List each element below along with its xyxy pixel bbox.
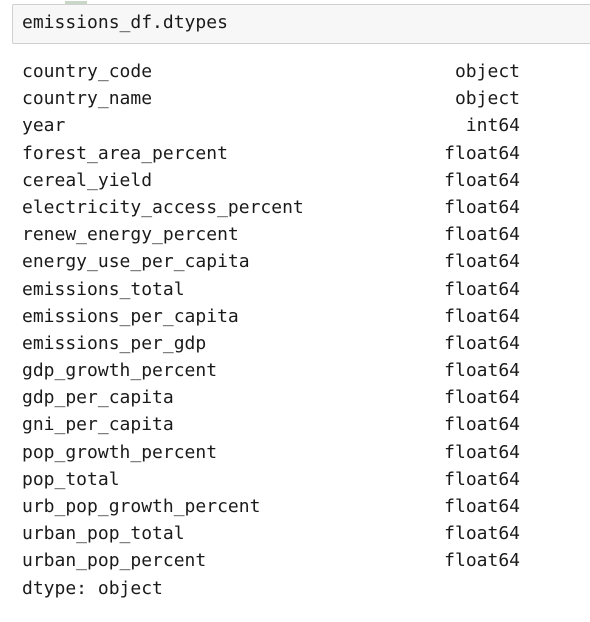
cell-output: country_code object country_name object ye… <box>22 58 522 602</box>
column-dtype: float64 <box>444 305 520 327</box>
column-dtype: float64 <box>444 523 520 545</box>
column-name: emissions_total <box>22 278 185 300</box>
column-name: renew_energy_percent <box>22 224 239 246</box>
column-name: country_name <box>22 88 153 110</box>
column-dtype: float64 <box>444 142 520 164</box>
column-name: country_code <box>22 61 153 82</box>
column-dtype: float64 <box>444 360 520 382</box>
column-name: urban_pop_total <box>22 523 185 545</box>
column-name: gni_per_capita <box>22 414 174 436</box>
column-dtype: object <box>454 61 520 82</box>
column-dtype: float64 <box>444 496 520 517</box>
column-name: emissions_per_capita <box>22 305 239 327</box>
column-name: energy_use_per_capita <box>22 251 250 273</box>
column-dtype: float64 <box>444 387 520 409</box>
dtype-row: emissions_per_capita float64 <box>22 303 522 330</box>
dtype-row: pop_growth_percent float64 <box>22 439 522 466</box>
column-name: cereal_yield <box>22 169 153 191</box>
dtype-list: country_code object country_name object ye… <box>22 58 522 575</box>
column-dtype: object <box>454 88 520 110</box>
dtype-footer: dtype: object <box>22 577 163 599</box>
cell-toolbar-marker <box>65 1 87 4</box>
column-name: pop_total <box>22 468 120 490</box>
column-name: year <box>22 115 66 137</box>
code-input-cell[interactable]: emissions_df.dtypes <box>12 1 590 44</box>
dtype-row: urban_pop_total float64 <box>22 520 522 547</box>
dtype-row: country_name object <box>22 85 522 112</box>
column-name: electricity_access_percent <box>22 196 304 218</box>
dtype-row: gdp_per_capita float64 <box>22 384 522 411</box>
column-dtype: float64 <box>444 278 520 300</box>
dtype-row: electricity_access_percent float64 <box>22 194 522 221</box>
column-dtype: float64 <box>444 468 520 490</box>
dtype-row: gni_per_capita float64 <box>22 411 522 438</box>
column-name: urban_pop_percent <box>22 550 207 572</box>
dtype-row: forest_area_percent float64 <box>22 140 522 167</box>
dtype-row: year int64 <box>22 112 522 139</box>
dtype-row: gdp_growth_percent float64 <box>22 357 522 384</box>
dtype-row: urban_pop_percent float64 <box>22 547 522 574</box>
column-name: gdp_growth_percent <box>22 360 218 382</box>
dtype-row: urb_pop_growth_percent float64 <box>22 493 522 520</box>
column-dtype: float64 <box>444 414 520 436</box>
dtype-row: pop_total float64 <box>22 466 522 493</box>
column-name: forest_area_percent <box>22 142 228 164</box>
code-line[interactable]: emissions_df.dtypes <box>22 12 228 33</box>
column-dtype: float64 <box>444 441 520 463</box>
column-dtype: float64 <box>444 196 520 218</box>
column-dtype: float64 <box>444 224 520 246</box>
column-name: gdp_per_capita <box>22 387 174 409</box>
dtype-row: emissions_per_gdp float64 <box>22 330 522 357</box>
column-dtype: float64 <box>444 332 520 354</box>
dtype-row: cereal_yield float64 <box>22 167 522 194</box>
column-name: emissions_per_gdp <box>22 332 207 354</box>
column-name: pop_growth_percent <box>22 441 218 463</box>
dtype-row: country_code object <box>22 58 522 85</box>
column-dtype: float64 <box>444 251 520 273</box>
dtype-row: renew_energy_percent float64 <box>22 221 522 248</box>
column-name: urb_pop_growth_percent <box>22 496 261 517</box>
column-dtype: int64 <box>465 115 520 137</box>
dtype-row: emissions_total float64 <box>22 276 522 303</box>
dtype-row: energy_use_per_capita float64 <box>22 248 522 275</box>
column-dtype: float64 <box>444 169 520 191</box>
column-dtype: float64 <box>444 550 520 572</box>
